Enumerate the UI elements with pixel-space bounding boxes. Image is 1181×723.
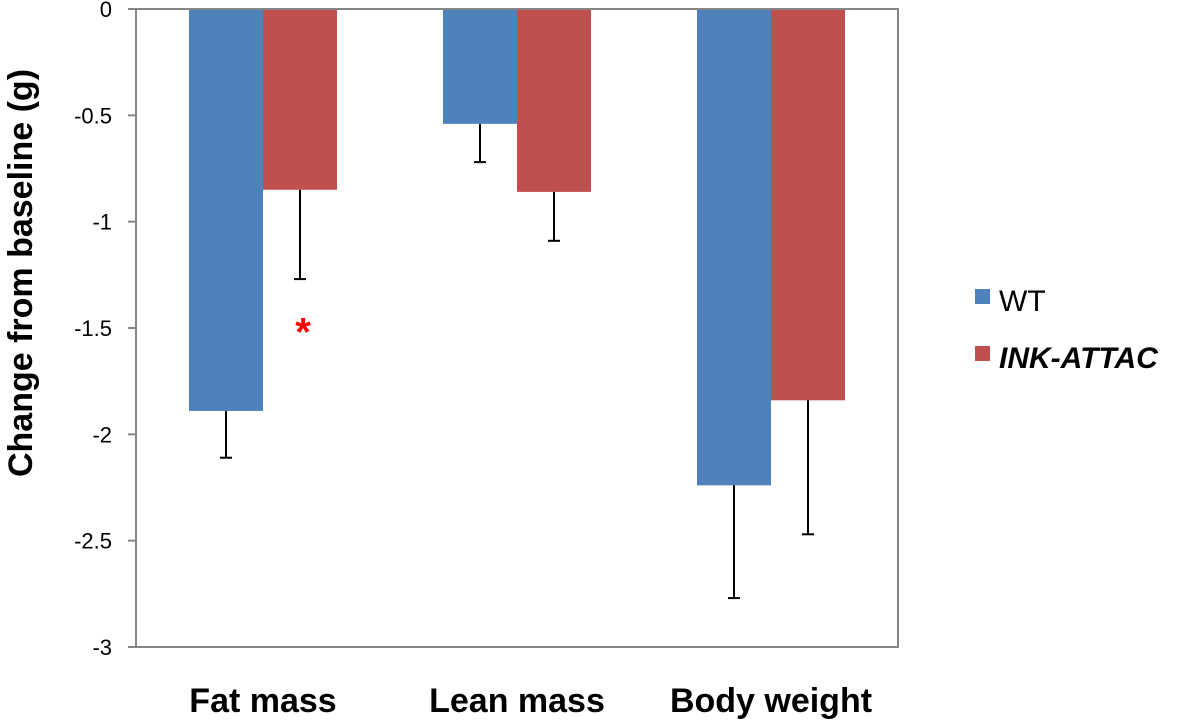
bar-wt-lean-mass: [443, 9, 517, 124]
error-bar: [474, 123, 486, 164]
y-tick-label: -1: [92, 210, 112, 235]
y-tick-label: 0: [100, 0, 112, 22]
bar-wt-fat-mass: [189, 9, 263, 411]
y-tick-label: -1.5: [74, 316, 112, 341]
legend-swatch-wt: [975, 289, 990, 304]
y-axis: 0 -0.5 -1 -1.5 -2 -2.5 -3: [74, 0, 136, 660]
error-bar: [728, 485, 740, 600]
y-tick-label: -2: [92, 422, 112, 447]
y-tick-label: -2.5: [74, 529, 112, 554]
error-bar: [294, 189, 306, 281]
legend-label-wt: WT: [999, 285, 1046, 318]
significance-asterisk: *: [295, 310, 311, 354]
legend-label-ink-attac: INK-ATTAC: [999, 342, 1159, 375]
x-category-label: Fat mass: [189, 682, 336, 720]
x-axis: Fat mass Lean mass Body weight: [189, 682, 872, 720]
error-bar: [802, 400, 814, 536]
bar-ink-attac-lean-mass: [517, 9, 591, 192]
error-bars-layer: [220, 123, 814, 600]
annotations-layer: *: [295, 310, 311, 354]
bar-wt-body-weight: [697, 9, 771, 486]
bar-ink-attac-fat-mass: [263, 9, 337, 190]
legend-swatch-ink-attac: [975, 346, 990, 361]
y-tick-label: -3: [92, 635, 112, 660]
y-axis-label: Change from baseline (g): [2, 69, 40, 477]
error-bar: [548, 191, 560, 242]
error-bar: [220, 410, 232, 459]
legend: WT INK-ATTAC: [975, 285, 1159, 375]
x-category-label: Lean mass: [429, 682, 605, 720]
bars-layer: [189, 9, 845, 486]
bar-ink-attac-body-weight: [771, 9, 845, 401]
y-tick-label: -0.5: [74, 103, 112, 128]
x-category-label: Body weight: [670, 682, 872, 720]
